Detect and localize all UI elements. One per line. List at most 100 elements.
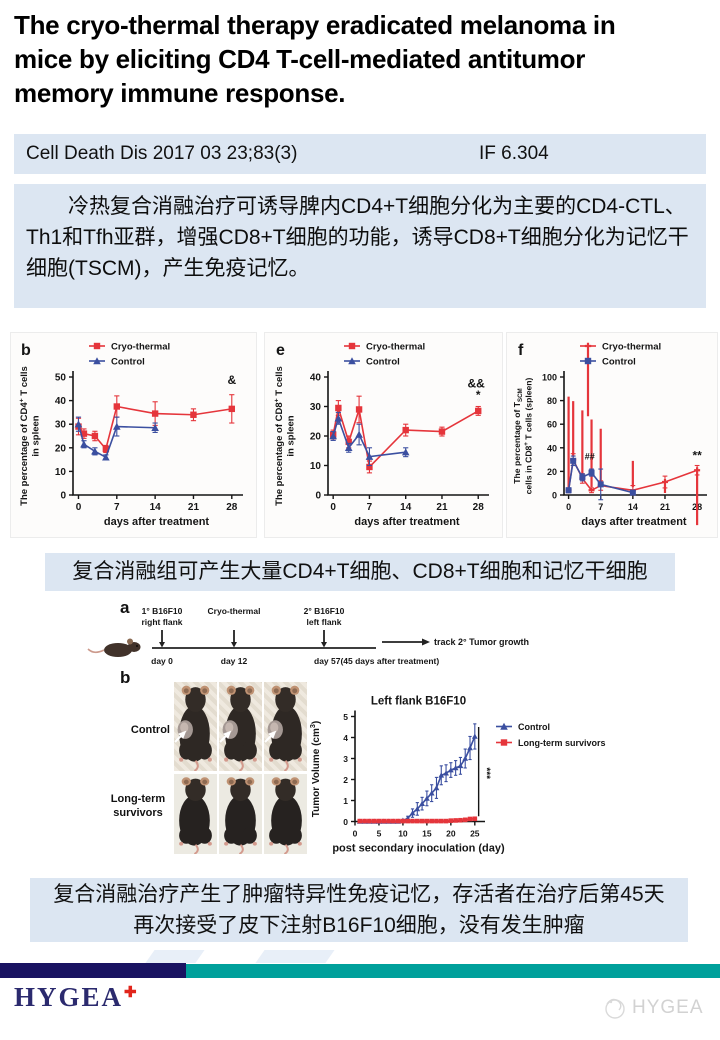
svg-text:20: 20 bbox=[309, 432, 321, 443]
title-line-3: memory immune response. bbox=[14, 78, 346, 108]
footer-decoration-highlight bbox=[195, 950, 265, 963]
abstract-text: 冷热复合消融治疗可诱导脾内CD4+T细胞分化为主要的CD4-CTL、Th1和Tf… bbox=[26, 195, 689, 280]
svg-text:Control: Control bbox=[366, 357, 400, 368]
svg-text:40: 40 bbox=[309, 373, 321, 384]
svg-text:5: 5 bbox=[343, 712, 348, 722]
svg-text:The percentage of TSCM: The percentage of TSCM bbox=[512, 388, 524, 483]
svg-text:Long-term survivors: Long-term survivors bbox=[518, 738, 606, 748]
svg-text:0: 0 bbox=[60, 491, 66, 502]
logo-cross-icon: ✚ bbox=[124, 984, 139, 1001]
svg-text:14: 14 bbox=[628, 502, 638, 512]
mouse-photo bbox=[264, 774, 307, 854]
svg-text:***: *** bbox=[480, 767, 491, 779]
chart-panel-cd4: 0 10 20 30 40 50 0 7 14 21 28 The percentage of CD4… bbox=[10, 332, 257, 538]
svg-text:20: 20 bbox=[446, 829, 456, 839]
svg-text:15: 15 bbox=[422, 829, 432, 839]
svg-text:20: 20 bbox=[547, 467, 557, 477]
svg-text:##: ## bbox=[585, 452, 595, 462]
mouse-photo bbox=[174, 682, 217, 771]
panel-b-label: b bbox=[120, 668, 131, 687]
svg-text:right flank: right flank bbox=[141, 617, 182, 627]
svg-text:7: 7 bbox=[598, 502, 603, 512]
panel-a-label: a bbox=[120, 598, 130, 617]
dove-icon bbox=[605, 998, 625, 1019]
svg-text:0: 0 bbox=[566, 502, 571, 512]
svg-text:14: 14 bbox=[150, 502, 162, 513]
svg-text:60: 60 bbox=[547, 420, 557, 430]
svg-text:Control: Control bbox=[518, 722, 550, 732]
svg-text:28: 28 bbox=[472, 502, 484, 513]
svg-text:0: 0 bbox=[552, 491, 557, 501]
svg-text:day 0: day 0 bbox=[151, 656, 173, 666]
caption-spleen-cells: 复合消融组可产生大量CD4+T细胞、CD8+T细胞和记忆干细胞 bbox=[45, 553, 675, 591]
svg-text:day 12: day 12 bbox=[221, 656, 248, 666]
svg-text:post secondary inoculation (da: post secondary inoculation (day) bbox=[332, 843, 505, 855]
cd4-spleen-chart: 0 10 20 30 40 50 0 7 14 21 28 The percentage of CD4… bbox=[18, 342, 243, 528]
svg-text:7: 7 bbox=[366, 502, 372, 513]
impact-factor: IF 6.304 bbox=[479, 143, 549, 164]
svg-text:Tumor Volume (cm3): Tumor Volume (cm3) bbox=[308, 721, 322, 817]
citation-source: Cell Death Dis 2017 03 23;83(3) bbox=[26, 143, 298, 164]
svg-text:0: 0 bbox=[343, 817, 348, 827]
svg-text:Left flank B16F10: Left flank B16F10 bbox=[371, 696, 466, 708]
tumor-growth-chart: 0 1 2 3 4 5 0 5 10 15 20 25 Tumor Volume (cm3) post s… bbox=[308, 696, 606, 855]
svg-text:in spleen: in spleen bbox=[31, 415, 42, 456]
cd8-spleen-chart: 0 10 20 30 40 0 7 14 21 28 The percentage of CD8+ … bbox=[273, 342, 489, 528]
svg-text:30: 30 bbox=[309, 402, 321, 413]
svg-text:4: 4 bbox=[343, 733, 348, 743]
svg-text:2° B16F10: 2° B16F10 bbox=[304, 606, 345, 616]
footer-bar-navy bbox=[0, 963, 186, 978]
title-line-1: The cryo-thermal therapy eradicated mela… bbox=[14, 10, 616, 40]
svg-text:10: 10 bbox=[55, 467, 67, 478]
svg-text:30: 30 bbox=[55, 420, 67, 431]
mouse-photo bbox=[174, 774, 217, 854]
svg-text:*: * bbox=[475, 388, 480, 402]
svg-text:10: 10 bbox=[309, 461, 321, 472]
svg-text:&&: && bbox=[467, 376, 485, 390]
svg-text:7: 7 bbox=[114, 502, 120, 513]
svg-text:days after treatment: days after treatment bbox=[104, 516, 209, 528]
mouse-photo bbox=[219, 774, 262, 854]
svg-text:0: 0 bbox=[315, 491, 321, 502]
citation-bar: Cell Death Dis 2017 03 23;83(3) IF 6.304 bbox=[14, 134, 706, 174]
svg-text:e: e bbox=[276, 342, 285, 359]
svg-text:The percentage of CD4+ T cells: The percentage of CD4+ T cells bbox=[18, 366, 30, 506]
survivors-row-label: Long-term survivors bbox=[110, 793, 166, 819]
chart-panel-cd8: 0 10 20 30 40 0 7 14 21 28 The percentage of CD8+ … bbox=[264, 332, 503, 538]
hygea-logo-text: HYGEA bbox=[14, 982, 124, 1012]
svg-text:left flank: left flank bbox=[307, 617, 342, 627]
svg-text:in spleen: in spleen bbox=[285, 415, 296, 456]
hygea-logo: HYGEA✚ bbox=[14, 982, 139, 1013]
svg-text:1: 1 bbox=[343, 796, 348, 806]
svg-text:Control: Control bbox=[602, 357, 636, 368]
svg-text:100: 100 bbox=[542, 373, 557, 383]
svg-text:40: 40 bbox=[547, 443, 557, 453]
page-title: The cryo-thermal therapy eradicated mela… bbox=[14, 8, 714, 110]
svg-text:Cryo-thermal: Cryo-thermal bbox=[602, 342, 661, 353]
svg-text:The percentage of CD8+ T cells: The percentage of CD8+ T cells bbox=[273, 366, 285, 506]
memory-experiment-figure: a 1° B16F10 right flank day 0 Cryo-thermal d… bbox=[14, 598, 706, 876]
svg-text:14: 14 bbox=[400, 502, 412, 513]
svg-text:3: 3 bbox=[343, 754, 348, 764]
svg-text:10: 10 bbox=[398, 829, 408, 839]
caption-immune-memory: 复合消融治疗产生了肿瘤特异性免疫记忆，存活者在治疗后第45天 再次接受了皮下注射… bbox=[30, 878, 688, 942]
mouse-photo bbox=[219, 682, 262, 771]
title-line-2: mice by eliciting CD4 T-cell-mediated an… bbox=[14, 44, 586, 74]
svg-text:21: 21 bbox=[188, 502, 200, 513]
svg-text:cells in CD8+ T cells (spleen): cells in CD8+ T cells (spleen) bbox=[523, 377, 533, 494]
svg-text:Cryo-thermal: Cryo-thermal bbox=[366, 342, 425, 353]
svg-text:21: 21 bbox=[660, 502, 670, 512]
svg-text:2: 2 bbox=[343, 775, 348, 785]
footer-bar-teal bbox=[186, 964, 720, 978]
svg-text:track 2° Tumor growth: track 2° Tumor growth bbox=[434, 637, 529, 647]
svg-text:21: 21 bbox=[436, 502, 448, 513]
svg-text:day 57(45 days after treatment: day 57(45 days after treatment) bbox=[314, 656, 439, 666]
svg-text:days after treatment: days after treatment bbox=[581, 516, 686, 528]
svg-text:0: 0 bbox=[76, 502, 82, 513]
svg-text:28: 28 bbox=[226, 502, 238, 513]
svg-text:f: f bbox=[518, 342, 524, 359]
svg-text:1° B16F10: 1° B16F10 bbox=[142, 606, 183, 616]
watermark-text: HYGEA bbox=[632, 997, 704, 1018]
